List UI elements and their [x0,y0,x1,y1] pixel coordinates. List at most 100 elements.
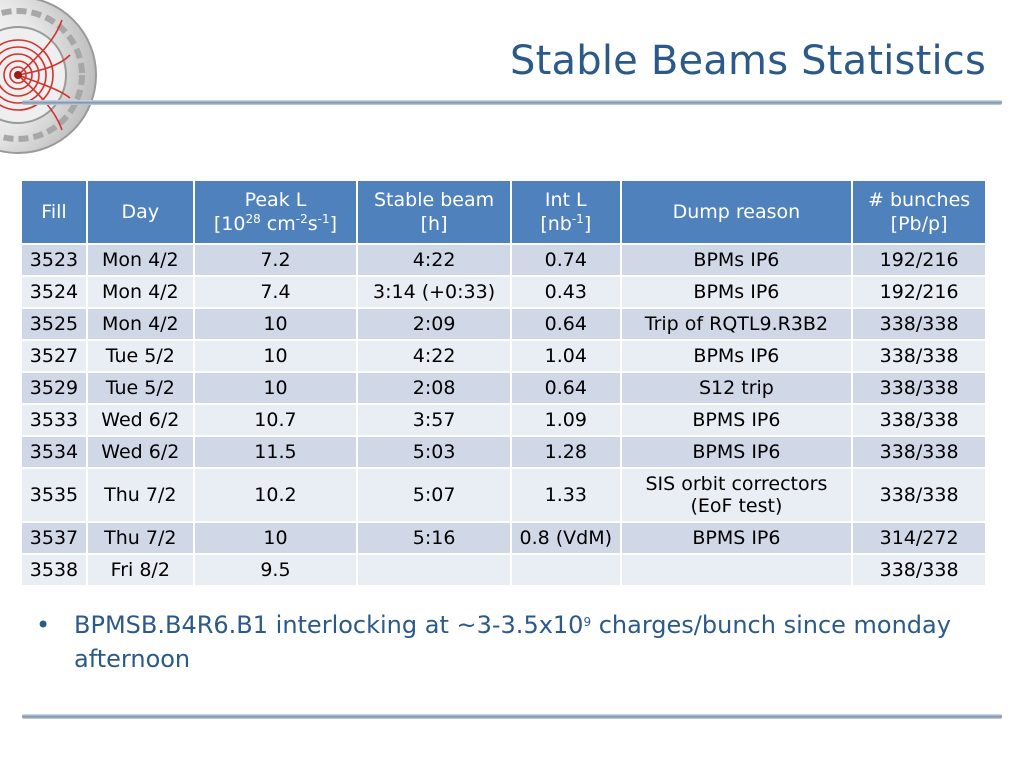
cell-peak-l: 10 [192,521,359,555]
bullet-marker: • [36,611,51,639]
footer-divider [22,714,1002,719]
cell-bunches: 192/216 [851,243,987,277]
cell-fill: 3537 [20,521,88,555]
cell-bunches: 314/272 [851,521,987,555]
cell-day: Wed 6/2 [85,403,195,437]
cell-fill: 3523 [20,243,88,277]
table-row: 3525 Mon 4/2 10 2:09 0.64 Trip of RQTL9.… [20,307,987,341]
cell-peak-l: 10.7 [192,403,359,437]
cell-peak-l: 9.5 [192,553,359,587]
cell-day: Thu 7/2 [85,467,195,523]
cell-fill: 3535 [20,467,88,523]
cell-day: Mon 4/2 [85,275,195,309]
bullet-point: • BPMSB.B4R6.B1 interlocking at ~3-3.5x1… [36,608,991,676]
cell-bunches: 338/338 [851,307,987,341]
cell-int-l: 0.43 [509,275,622,309]
cell-fill: 3527 [20,339,88,373]
cell-stable-beam: 2:09 [356,307,512,341]
cell-int-l: 0.64 [509,371,622,405]
header-bunches: # bunches [Pb/p] [851,179,987,245]
cell-fill: 3538 [20,553,88,587]
header-int-l: Int L [nb-1] [509,179,622,245]
cell-peak-l: 10 [192,339,359,373]
cell-dump-reason: BPMS IP6 [619,403,854,437]
cell-peak-l: 10 [192,371,359,405]
cell-bunches: 338/338 [851,435,987,469]
cell-bunches: 338/338 [851,467,987,523]
cell-stable-beam: 5:16 [356,521,512,555]
cell-dump-reason: BPMs IP6 [619,275,854,309]
cell-int-l: 0.8 (VdM) [509,521,622,555]
cell-stable-beam: 5:03 [356,435,512,469]
cell-day: Wed 6/2 [85,435,195,469]
cell-day: Tue 5/2 [85,371,195,405]
cell-int-l: 1.09 [509,403,622,437]
bullet-text: BPMSB.B4R6.B1 interlocking at ~3-3.5x109… [74,611,951,673]
table-header: Fill Day Peak L [1028 cm-2s-1] Stable be… [20,179,987,245]
cell-bunches: 338/338 [851,403,987,437]
stable-beams-table: Fill Day Peak L [1028 cm-2s-1] Stable be… [20,179,987,587]
lhc-detector-logo-icon [0,0,100,170]
cell-int-l: 1.04 [509,339,622,373]
table-row: 3535 Thu 7/2 10.2 5:07 1.33 SIS orbit co… [20,467,987,523]
table-row: 3529 Tue 5/2 10 2:08 0.64 S12 trip 338/3… [20,371,987,405]
cell-stable-beam: 2:08 [356,371,512,405]
cell-fill: 3524 [20,275,88,309]
cell-int-l [509,553,622,587]
cell-stable-beam [356,553,512,587]
title-divider [22,100,1002,105]
cell-peak-l: 11.5 [192,435,359,469]
cell-dump-reason: S12 trip [619,371,854,405]
cell-bunches: 338/338 [851,553,987,587]
cell-dump-reason: BPMs IP6 [619,339,854,373]
cell-int-l: 1.28 [509,435,622,469]
cell-int-l: 0.74 [509,243,622,277]
cell-dump-reason: Trip of RQTL9.R3B2 [619,307,854,341]
header-peak-l-unit: [1028 cm-2s-1] [213,212,338,235]
table-row: 3533 Wed 6/2 10.7 3:57 1.09 BPMS IP6 338… [20,403,987,437]
table-row: 3523 Mon 4/2 7.2 4:22 0.74 BPMs IP6 192/… [20,243,987,277]
cell-fill: 3533 [20,403,88,437]
cell-day: Tue 5/2 [85,339,195,373]
table-row: 3527 Tue 5/2 10 4:22 1.04 BPMs IP6 338/3… [20,339,987,373]
slide-title: Stable Beams Statistics [510,38,986,84]
header-fill: Fill [20,179,88,245]
header-row: Fill Day Peak L [1028 cm-2s-1] Stable be… [20,179,987,245]
cell-peak-l: 7.2 [192,243,359,277]
table-body: 3523 Mon 4/2 7.2 4:22 0.74 BPMs IP6 192/… [20,243,987,587]
cell-fill: 3529 [20,371,88,405]
cell-bunches: 192/216 [851,275,987,309]
cell-peak-l: 10.2 [192,467,359,523]
table-row: 3534 Wed 6/2 11.5 5:03 1.28 BPMS IP6 338… [20,435,987,469]
header-dump-reason: Dump reason [619,179,854,245]
cell-day: Mon 4/2 [85,307,195,341]
cell-stable-beam: 3:14 (+0:33) [356,275,512,309]
cell-bunches: 338/338 [851,371,987,405]
table-row: 3538 Fri 8/2 9.5 338/338 [20,553,987,587]
header-stable-beam: Stable beam [h] [356,179,512,245]
cell-dump-reason: SIS orbit correctors (EoF test) [619,467,854,523]
cell-dump-reason: BPMs IP6 [619,243,854,277]
cell-dump-reason [619,553,854,587]
table-row: 3537 Thu 7/2 10 5:16 0.8 (VdM) BPMS IP6 … [20,521,987,555]
cell-int-l: 0.64 [509,307,622,341]
cell-stable-beam: 4:22 [356,243,512,277]
cell-peak-l: 7.4 [192,275,359,309]
cell-day: Thu 7/2 [85,521,195,555]
cell-dump-reason: BPMS IP6 [619,435,854,469]
cell-dump-reason: BPMS IP6 [619,521,854,555]
header-peak-l-label: Peak L [244,189,307,211]
table-row: 3524 Mon 4/2 7.4 3:14 (+0:33) 0.43 BPMs … [20,275,987,309]
header-peak-l: Peak L [1028 cm-2s-1] [192,179,359,245]
cell-stable-beam: 5:07 [356,467,512,523]
cell-day: Fri 8/2 [85,553,195,587]
cell-fill: 3525 [20,307,88,341]
cell-day: Mon 4/2 [85,243,195,277]
bullet-exponent: 9 [583,615,592,629]
header-day: Day [85,179,195,245]
cell-stable-beam: 3:57 [356,403,512,437]
cell-bunches: 338/338 [851,339,987,373]
cell-peak-l: 10 [192,307,359,341]
cell-int-l: 1.33 [509,467,622,523]
cell-stable-beam: 4:22 [356,339,512,373]
